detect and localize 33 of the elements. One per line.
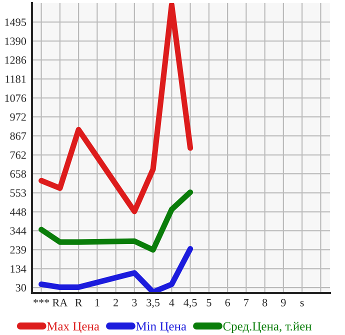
legend-label: Min Цена — [136, 322, 186, 334]
x-tick-label: 9 — [281, 298, 286, 306]
x-tick-label: 6 — [225, 298, 230, 306]
y-tick-label: 972 — [10, 113, 26, 121]
y-tick-label: 1390 — [5, 38, 26, 46]
x-tick-label: *** — [34, 298, 50, 304]
x-tick-label: R — [75, 298, 82, 306]
x-tick-label: 4,5 — [184, 298, 197, 308]
x-tick-label: 3 — [132, 298, 137, 306]
y-tick-label: 30 — [16, 284, 26, 292]
y-tick-label: 762 — [10, 151, 26, 159]
x-tick-label: 7 — [244, 298, 249, 306]
legend-label: Сред.Цена, т.йен — [223, 322, 312, 334]
y-tick-label: 239 — [10, 246, 26, 254]
y-tick-label: 344 — [10, 227, 26, 235]
y-tick-label: 658 — [10, 170, 26, 178]
x-tick-label: 8 — [262, 298, 268, 306]
y-tick-label: 553 — [10, 189, 26, 197]
y-tick-label: 1181 — [6, 75, 26, 83]
y-tick-label: 448 — [10, 208, 26, 216]
x-tick-label: 3,5 — [146, 298, 160, 308]
x-tick-label: 2 — [114, 298, 118, 306]
x-tick-label: s — [300, 301, 304, 306]
y-tick-label: 1076 — [5, 94, 26, 102]
y-tick-label: 134 — [10, 265, 26, 273]
x-tick-label: RA — [52, 298, 68, 306]
x-tick-label: 5 — [206, 298, 212, 306]
y-tick-label: 867 — [10, 132, 26, 140]
x-tick-label: 4 — [169, 298, 174, 306]
legend-label: Max Цена — [46, 322, 100, 334]
x-tick-label: 1 — [95, 298, 100, 306]
y-tick-label: 1286 — [5, 56, 26, 64]
y-tick-label: 1495 — [5, 18, 26, 26]
